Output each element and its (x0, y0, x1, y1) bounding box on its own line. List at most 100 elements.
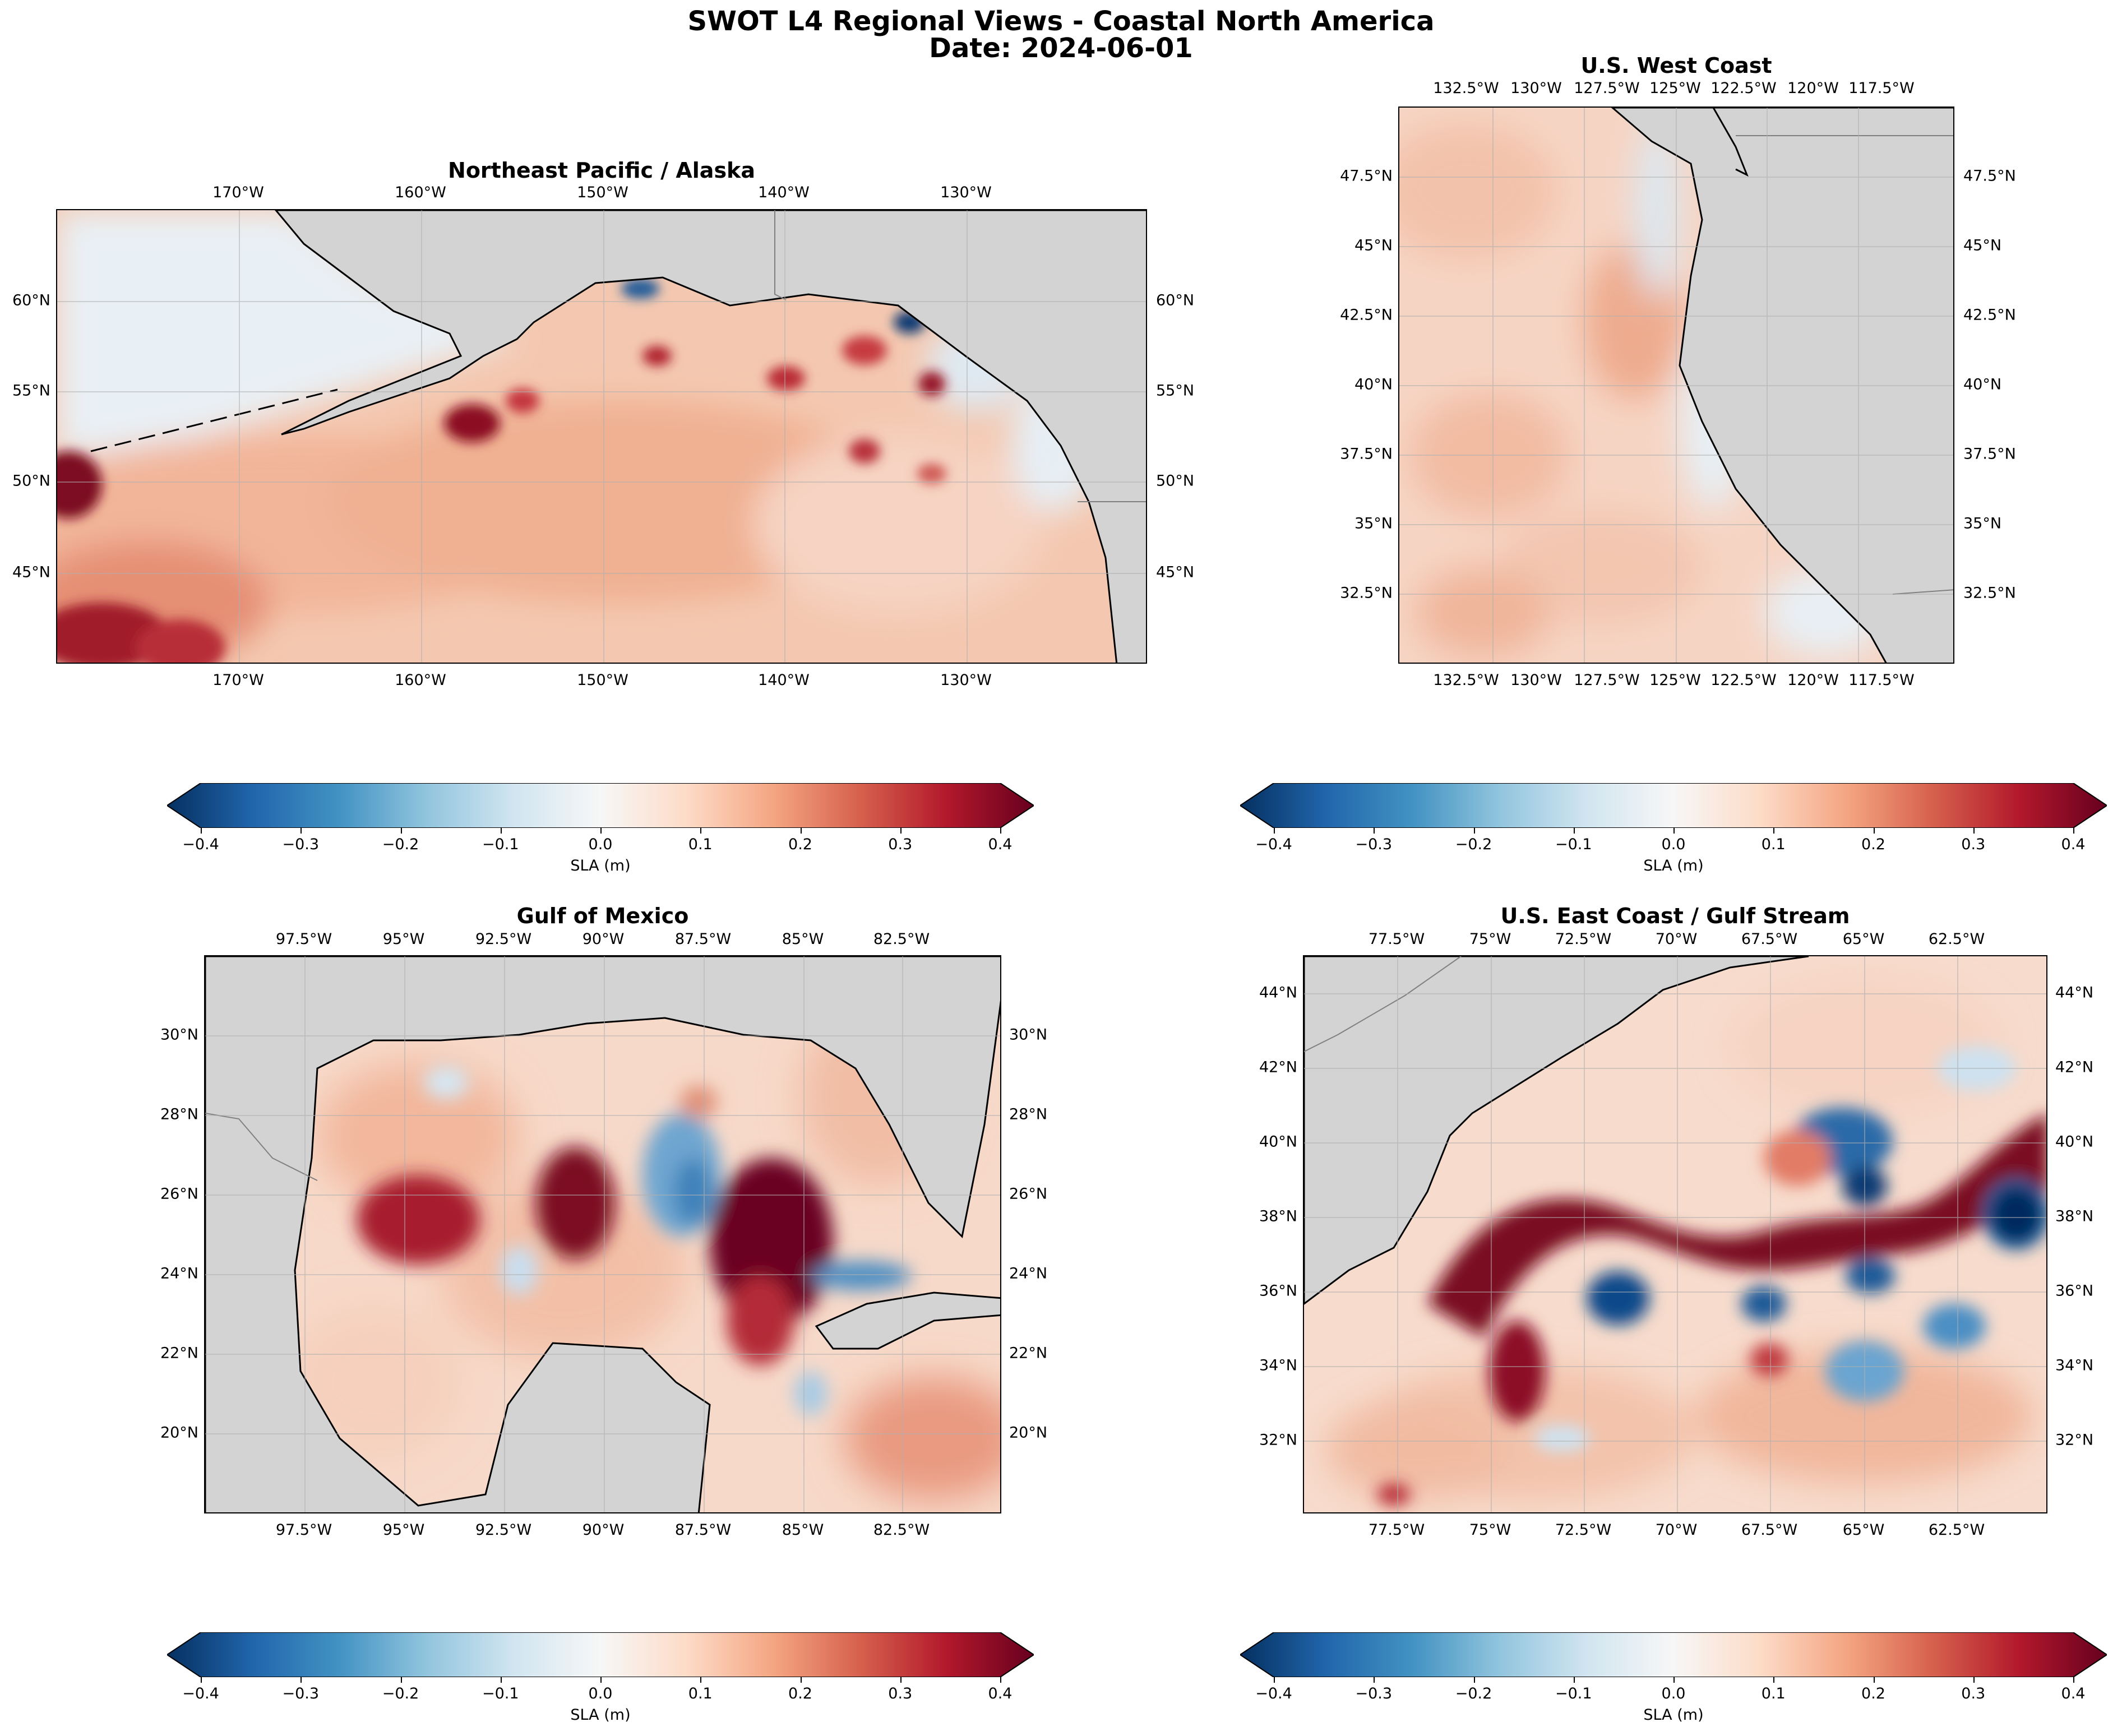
colorbar-tick-label: −0.4 (182, 1685, 219, 1702)
map-alaska (56, 209, 1147, 664)
colorbar-tick-label: 0.0 (1661, 836, 1686, 853)
lon-label-top: 117.5°W (1848, 80, 1915, 97)
lat-label-left: 45°N (12, 563, 50, 581)
lon-label-top: 132.5°W (1433, 80, 1499, 97)
sla-field-west-coast (1399, 108, 1953, 663)
colorbar-tick-label: 0.3 (1961, 836, 1986, 853)
colorbar-tick-label: −0.2 (1455, 836, 1492, 853)
colorbar-tick-mark (1274, 828, 1275, 834)
colorbar-tick-label: −0.1 (482, 1685, 519, 1702)
colorbar-tick-label: −0.3 (282, 836, 320, 853)
colorbar-tick-mark (500, 1677, 502, 1683)
lon-label-bottom: 82.5°W (873, 1521, 930, 1539)
lon-label-top: 120°W (1787, 80, 1839, 97)
colorbar-tick-mark (400, 828, 402, 834)
colorbar: −0.4 −0.3 −0.2 −0.1 0.0 0.1 0.2 0.3 0.4 SLA (m) (166, 1632, 1035, 1724)
lat-label-right: 35°N (1963, 515, 2002, 533)
lat-label-left: 22°N (160, 1344, 198, 1362)
colorbar-tick-mark (1773, 828, 1775, 834)
lat-label-right: 22°N (1009, 1344, 1048, 1362)
lon-label-bottom: 120°W (1787, 672, 1839, 689)
lon-label-top: 75°W (1469, 931, 1511, 948)
colorbar-tick-label: −0.1 (1555, 836, 1592, 853)
map-gulf-of-mexico (204, 955, 1001, 1513)
lon-label-top: 87.5°W (674, 931, 732, 948)
lon-label-bottom: 95°W (382, 1521, 425, 1539)
lat-label-right: 37.5°N (1963, 445, 2016, 463)
panel-title-gulf-of-mexico: Gulf of Mexico (516, 904, 689, 928)
colorbar-tick-label: 0.3 (888, 1685, 913, 1702)
lat-label-right: 40°N (2055, 1133, 2094, 1151)
lat-label-left: 45°N (1354, 237, 1393, 254)
colorbar-tick-label: −0.4 (1255, 1685, 1292, 1702)
lat-label-right: 40°N (1963, 376, 2002, 394)
map-west-coast (1398, 107, 1954, 664)
lat-label-left: 36°N (1259, 1282, 1297, 1300)
colorbar-tick-mark (201, 1677, 202, 1683)
lat-label-right: 26°N (1009, 1185, 1048, 1203)
colorbar-tick-label: −0.3 (1355, 1685, 1393, 1702)
colorbar-gradient (166, 783, 1035, 828)
colorbar-tick-label: 0.1 (688, 836, 713, 853)
colorbar-tick-mark (1000, 828, 1001, 834)
colorbar: −0.4 −0.3 −0.2 −0.1 0.0 0.1 0.2 0.3 0.4 SLA (m) (1239, 783, 2108, 874)
lat-label-right: 55°N (1156, 382, 1195, 400)
lon-label-bottom: 62.5°W (1928, 1521, 1985, 1539)
lon-label-bottom: 75°W (1469, 1521, 1511, 1539)
lon-label-top: 125°W (1649, 80, 1701, 97)
lat-label-left: 34°N (1259, 1357, 1297, 1374)
colorbar-tick-label: −0.1 (482, 836, 519, 853)
lat-label-left: 30°N (160, 1026, 198, 1044)
lat-label-left: 60°N (12, 291, 50, 309)
colorbar-tick-mark (1274, 1677, 1275, 1683)
lat-label-right: 36°N (2055, 1282, 2094, 1300)
figure-title-line2: Date: 2024-06-01 (929, 33, 1193, 64)
colorbar-tick-mark (400, 1677, 402, 1683)
lon-label-bottom: 90°W (582, 1521, 625, 1539)
colorbar-tick-label: 0.0 (588, 836, 613, 853)
lon-label-bottom: 130°W (940, 672, 992, 689)
lat-label-left: 40°N (1354, 376, 1393, 394)
colorbar-tick-mark (900, 1677, 901, 1683)
colorbar-tick-mark (600, 1677, 602, 1683)
colorbar-tick-label: −0.2 (382, 1685, 419, 1702)
lat-label-right: 42.5°N (1963, 306, 2016, 324)
lon-label-top: 67.5°W (1741, 931, 1798, 948)
lat-label-right: 20°N (1009, 1424, 1048, 1442)
colorbar-tick-mark (1873, 828, 1875, 834)
colorbar-tick-label: 0.4 (2061, 1685, 2086, 1702)
colorbar-tick-label: 0.4 (988, 836, 1013, 853)
lon-label-bottom: 87.5°W (674, 1521, 732, 1539)
lon-label-top: 140°W (758, 184, 810, 201)
lon-label-top: 77.5°W (1368, 931, 1425, 948)
colorbar-label: SLA (m) (570, 1706, 631, 1724)
lon-label-top: 160°W (395, 184, 446, 201)
sla-field-gulf-of-mexico (205, 956, 1000, 1512)
colorbar-tick-mark (1673, 828, 1675, 834)
panel-title-east-coast: U.S. East Coast / Gulf Stream (1500, 904, 1850, 928)
lon-label-top: 70°W (1655, 931, 1698, 948)
lat-label-right: 30°N (1009, 1026, 1048, 1044)
map-east-coast (1303, 955, 2047, 1513)
lon-label-top: 130°W (1510, 80, 1562, 97)
colorbar-tick-mark (2073, 828, 2074, 834)
lat-label-left: 35°N (1354, 515, 1393, 533)
lat-label-right: 44°N (2055, 984, 2094, 1002)
colorbar-tick-label: 0.1 (1761, 836, 1786, 853)
colorbar-tick-mark (1374, 828, 1375, 834)
lon-label-bottom: 117.5°W (1848, 672, 1915, 689)
lon-label-bottom: 65°W (1842, 1521, 1885, 1539)
figure-title-line1: SWOT L4 Regional Views - Coastal North A… (687, 6, 1435, 37)
colorbar-tick-label: −0.3 (1355, 836, 1393, 853)
lat-label-right: 32°N (2055, 1431, 2094, 1449)
colorbar-tick-label: −0.2 (382, 836, 419, 853)
colorbar-tick-mark (1473, 828, 1475, 834)
lat-label-left: 55°N (12, 382, 50, 400)
lat-label-left: 38°N (1259, 1207, 1297, 1225)
lat-label-right: 32.5°N (1963, 584, 2016, 602)
colorbar-tick-label: 0.2 (788, 1685, 812, 1702)
colorbar-tick-mark (700, 1677, 702, 1683)
colorbar: −0.4 −0.3 −0.2 −0.1 0.0 0.1 0.2 0.3 0.4 SLA (m) (166, 783, 1035, 874)
colorbar-tick-label: −0.4 (1255, 836, 1292, 853)
lon-label-top: 72.5°W (1555, 931, 1612, 948)
